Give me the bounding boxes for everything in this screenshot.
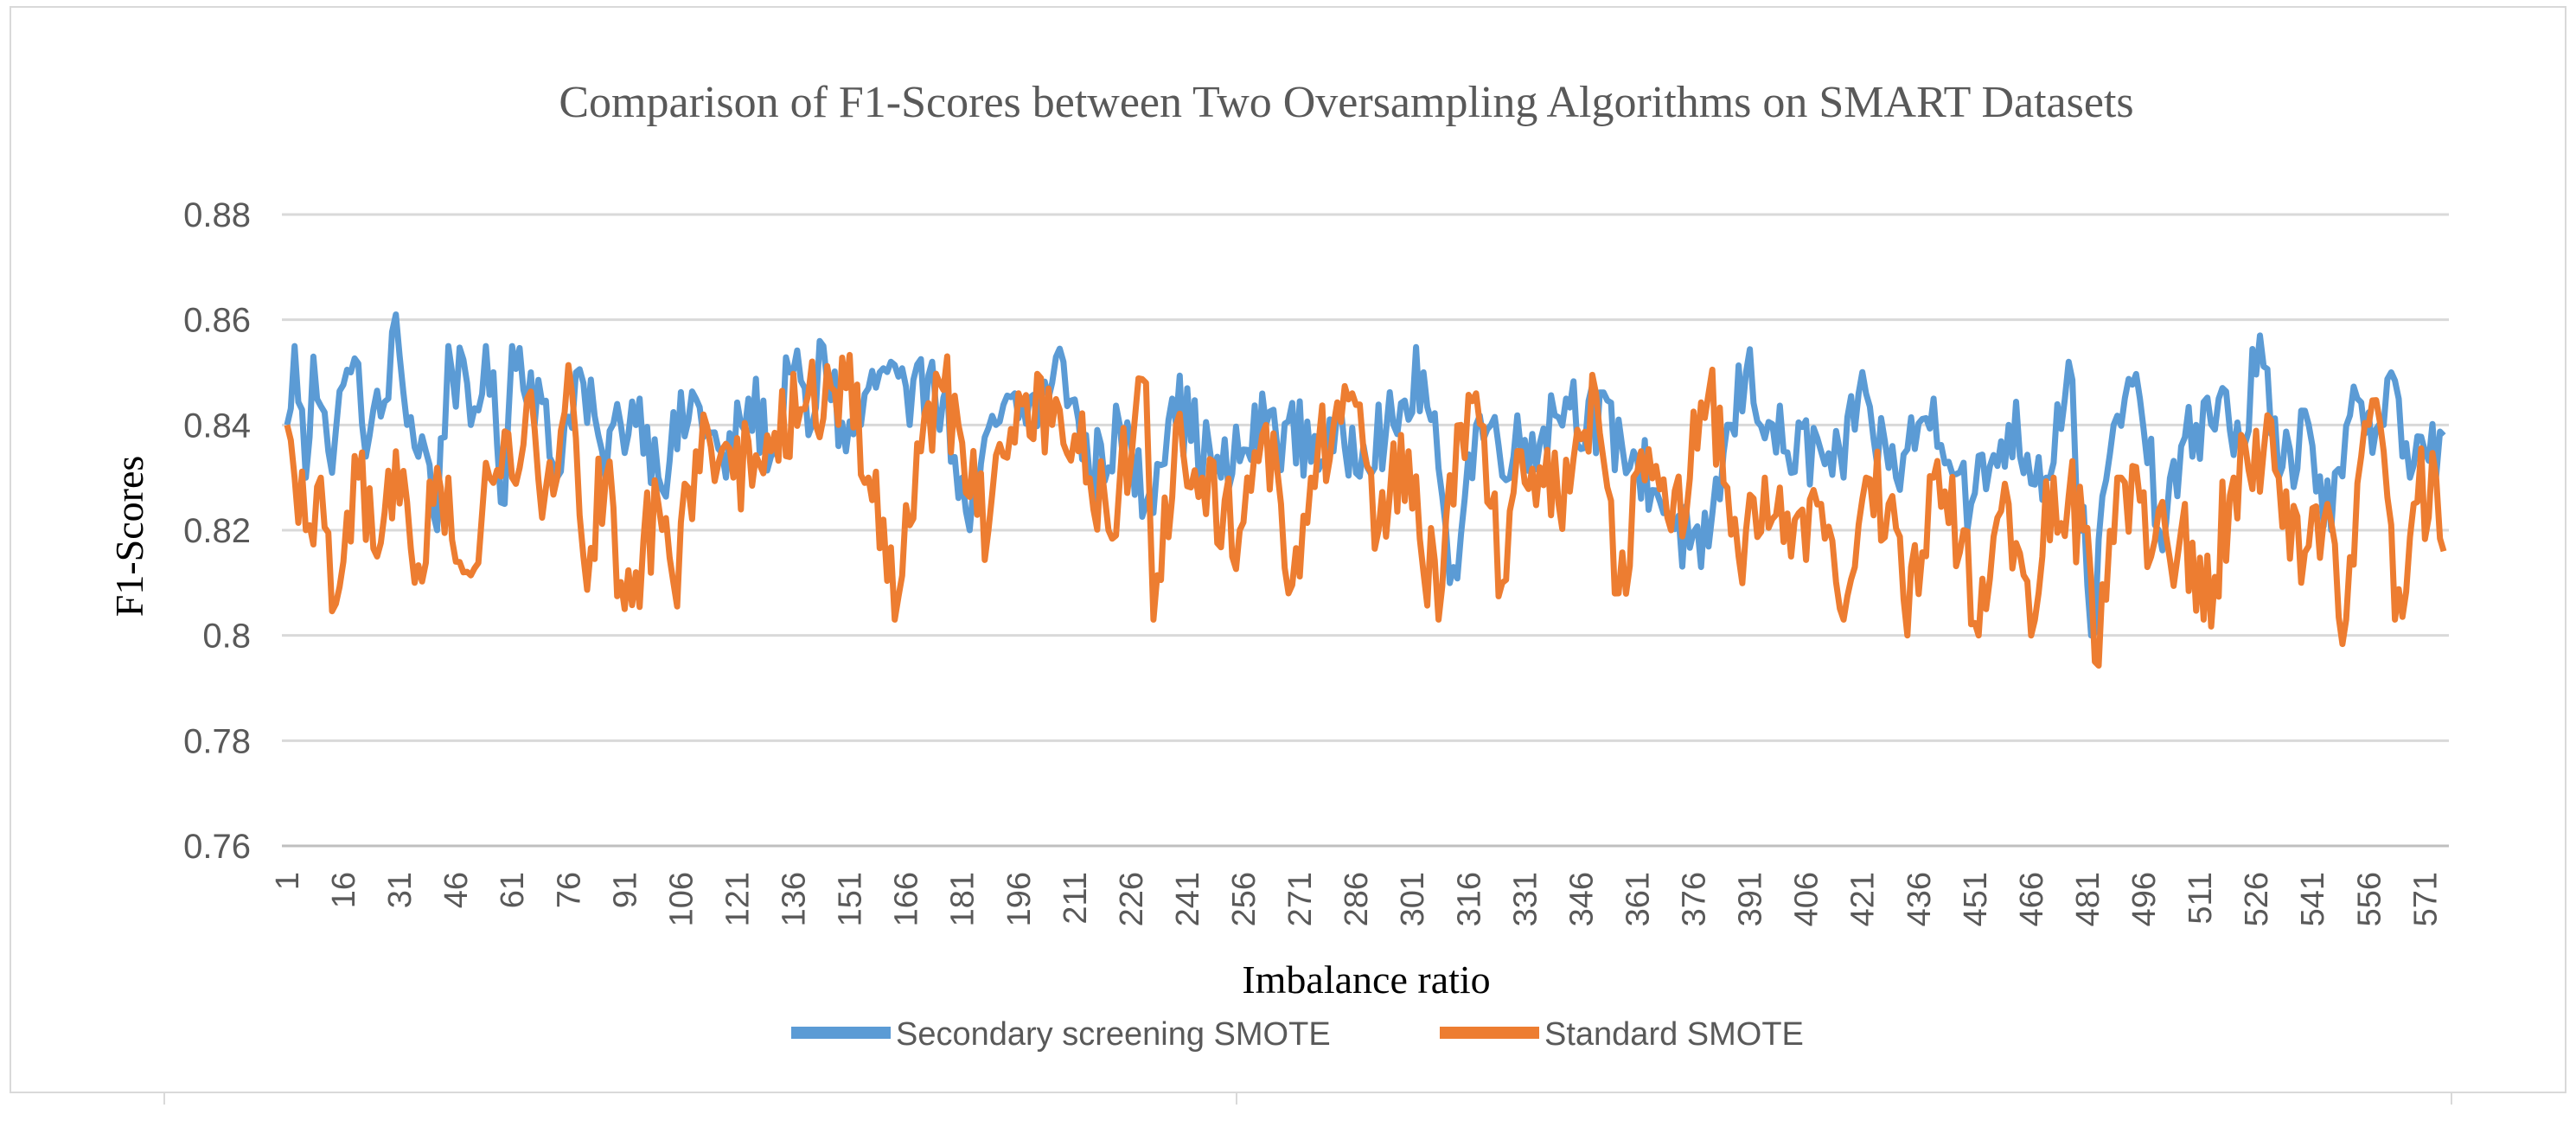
x-tick-label: 466 [2014, 872, 2050, 926]
legend-label-secondary-smote: Secondary screening SMOTE [896, 1016, 1331, 1053]
series-line-standard-smote [284, 351, 2447, 669]
x-tick-label: 361 [1620, 872, 1656, 926]
y-tick-label: 0.76 [183, 828, 251, 866]
x-tick-label: 316 [1451, 872, 1487, 926]
y-tick-label: 0.78 [183, 722, 251, 760]
x-tick-label: 511 [2183, 872, 2219, 925]
x-tick-label: 31 [382, 872, 419, 908]
x-tick-label: 406 [1789, 872, 1825, 926]
chart-title: Comparison of F1-Scores between Two Over… [559, 78, 2133, 127]
x-tick-label: 136 [777, 872, 813, 926]
x-tick-label: 1 [270, 872, 306, 890]
x-tick-label: 376 [1677, 872, 1713, 926]
y-tick-label: 0.8 [202, 618, 251, 656]
x-tick-label: 436 [1902, 872, 1938, 926]
x-tick-label: 286 [1339, 872, 1375, 926]
x-tick-label: 481 [2070, 872, 2106, 926]
x-tick-label: 391 [1733, 872, 1769, 926]
x-tick-label: 526 [2239, 872, 2275, 926]
x-axis-tick-labels: 1 16 31 46 61 76 91 106 121 136 151 166 181 196 211 226… [270, 872, 2444, 926]
y-axis-tick-labels: 0.76 0.78 0.8 0.82 0.84 0.86 0.88 [183, 196, 251, 866]
x-tick-label: 451 [1958, 872, 1994, 926]
chart-area-border [10, 6, 2566, 1093]
x-tick-label: 106 [663, 872, 700, 926]
x-tick-label: 331 [1507, 872, 1544, 926]
x-tick-label: 556 [2351, 872, 2387, 926]
x-tick-label: 76 [551, 872, 587, 908]
y-tick-label: 0.82 [183, 512, 251, 550]
y-tick-label: 0.88 [183, 196, 251, 234]
x-tick-label: 211 [1058, 872, 1094, 925]
y-axis-label: F1-Scores [107, 456, 151, 618]
x-tick-label: 346 [1563, 872, 1600, 926]
x-tick-label: 16 [326, 872, 362, 908]
y-tick-label: 0.84 [183, 407, 251, 445]
x-tick-label: 226 [1114, 872, 1150, 926]
x-tick-label: 166 [889, 872, 925, 926]
x-tick-label: 121 [719, 872, 756, 926]
x-axis-label: Imbalance ratio [1242, 957, 1490, 1002]
x-tick-label: 421 [1845, 872, 1882, 926]
x-tick-label: 46 [438, 872, 475, 908]
y-tick-label: 0.86 [183, 302, 251, 340]
x-tick-label: 541 [2295, 872, 2331, 926]
x-tick-label: 151 [833, 872, 869, 926]
x-tick-label: 91 [607, 872, 643, 908]
bottom-ruler-ticks [163, 1092, 2452, 1105]
x-tick-label: 61 [495, 872, 531, 908]
x-tick-label: 241 [1170, 872, 1206, 926]
legend-label-standard-smote: Standard SMOTE [1544, 1016, 1804, 1053]
series-lines [284, 311, 2447, 669]
x-tick-label: 271 [1282, 872, 1319, 926]
x-tick-label: 571 [2407, 872, 2444, 926]
x-tick-label: 181 [945, 872, 981, 926]
x-tick-label: 496 [2126, 872, 2163, 926]
x-tick-label: 196 [1001, 872, 1038, 926]
x-tick-label: 256 [1226, 872, 1262, 926]
x-tick-label: 301 [1395, 872, 1431, 926]
legend: Secondary screening SMOTE Standard SMOTE [791, 1016, 1804, 1053]
